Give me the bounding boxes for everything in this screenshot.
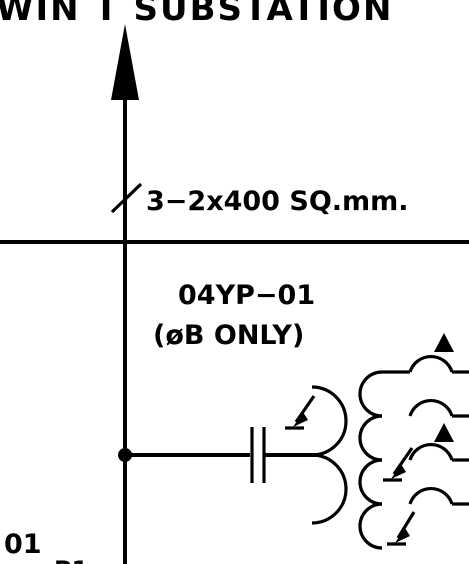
device-label-id: 04YP−01 (178, 280, 315, 311)
left-sub-label: P1 (54, 556, 88, 564)
ground-arrow-icon (285, 395, 316, 430)
diagram-title: WIN T SUBSTATION (0, 0, 393, 29)
cable-label: 3−2x400 SQ.mm. (146, 186, 409, 217)
voltage-transformer-icon (358, 355, 469, 550)
phase-marker-icon (434, 423, 454, 442)
device-label-phase: (øB ONLY) (153, 320, 304, 351)
left-circuit-label: 01 (4, 529, 42, 560)
ground-arrow-icon (383, 447, 414, 482)
feeder-arrow-icon (111, 24, 139, 100)
ground-arrow-icon (387, 511, 416, 546)
phase-marker-icon (434, 333, 454, 352)
coupling-coil-icon (311, 385, 348, 525)
capacitor-icon (250, 427, 266, 483)
cable-slash-marker (110, 182, 143, 214)
